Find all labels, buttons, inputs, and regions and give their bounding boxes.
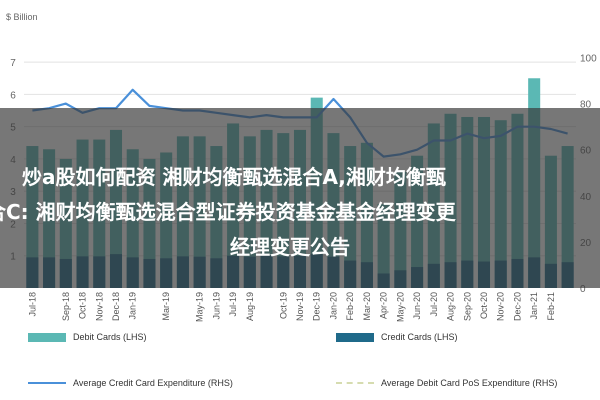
- legend-item-debit-cards: Debit Cards (LHS): [28, 330, 147, 344]
- article-title-overlay[interactable]: 炒a股如何配资 湘财均衡甄选混合A,湘财均衡甄 合C: 湘财均衡甄选混合型证券投…: [0, 108, 600, 288]
- legend-swatch-avg-credit-expenditure: [28, 382, 66, 384]
- x-tick-label: Aug-19: [245, 292, 255, 321]
- x-tick-label: Dec-18: [111, 292, 121, 321]
- x-tick-label: Mar-20: [362, 292, 372, 321]
- x-tick-label: Jan-19: [128, 292, 138, 320]
- x-tick-label: Jan-20: [328, 292, 338, 320]
- legend-item-avg-debit-pos-expenditure: Average Debit Card PoS Expenditure (RHS): [336, 376, 557, 390]
- legend-label-credit-cards: Credit Cards (LHS): [381, 332, 458, 342]
- x-tick-label: Feb-21: [546, 292, 556, 321]
- x-tick-label: Jul-20: [429, 292, 439, 317]
- x-tick-label: Sep-18: [61, 292, 71, 321]
- overlay-line-3: 经理变更公告: [230, 235, 350, 259]
- x-tick-label: Aug-20: [446, 292, 456, 321]
- overlay-line-2: 合C: 湘财均衡甄选混合型证券投资基金基金经理变更: [0, 200, 456, 224]
- legend-swatch-credit-cards: [336, 332, 374, 342]
- left-axis-title: $ Billion: [6, 12, 38, 22]
- legend-item-credit-cards: Credit Cards (LHS): [336, 330, 458, 344]
- right-tick-label: 0: [580, 284, 586, 295]
- right-tick-label: 100: [580, 54, 597, 65]
- x-tick-label: Oct-19: [278, 292, 288, 319]
- x-tick-label: Jul-19: [228, 292, 238, 317]
- x-tick-label: May-20: [395, 292, 405, 322]
- x-tick-label: Jan-21: [529, 292, 539, 320]
- legend-label-debit-cards: Debit Cards (LHS): [73, 332, 147, 342]
- x-tick-label: Jun-19: [211, 292, 221, 320]
- left-tick-label: 7: [10, 58, 16, 69]
- x-tick-label: Nov-20: [496, 292, 506, 321]
- legend-label-avg-credit-expenditure: Average Credit Card Expenditure (RHS): [73, 378, 233, 388]
- left-tick-label: 6: [10, 90, 16, 101]
- right-tick-label: 80: [580, 100, 592, 111]
- legend-item-avg-credit-expenditure: Average Credit Card Expenditure (RHS): [28, 376, 233, 390]
- legend-label-avg-debit-pos-expenditure: Average Debit Card PoS Expenditure (RHS): [381, 378, 558, 388]
- x-tick-label: Jul-18: [27, 292, 37, 317]
- x-tick-label: Nov-19: [295, 292, 305, 321]
- x-tick-label: Oct-18: [78, 292, 88, 319]
- x-tick-label: Dec-19: [312, 292, 322, 321]
- legend-swatch-avg-debit-pos-expenditure: [336, 382, 374, 384]
- x-tick-label: Dec-20: [512, 292, 522, 321]
- x-tick-label: Mar-19: [161, 292, 171, 321]
- x-tick-label: Nov-18: [94, 292, 104, 321]
- x-tick-label: Feb-20: [345, 292, 355, 321]
- x-tick-label: Apr-20: [379, 292, 389, 319]
- legend-swatch-debit-cards: [28, 332, 66, 342]
- x-tick-label: Sep-20: [462, 292, 472, 321]
- x-tick-label: May-19: [195, 292, 205, 322]
- overlay-line-1: 炒a股如何配资 湘财均衡甄选混合A,湘财均衡甄: [22, 165, 446, 189]
- chart-legend: Debit Cards (LHS) Credit Cards (LHS) Ave…: [28, 328, 588, 394]
- x-tick-label: Oct-20: [479, 292, 489, 319]
- x-tick-label: Jun-20: [412, 292, 422, 320]
